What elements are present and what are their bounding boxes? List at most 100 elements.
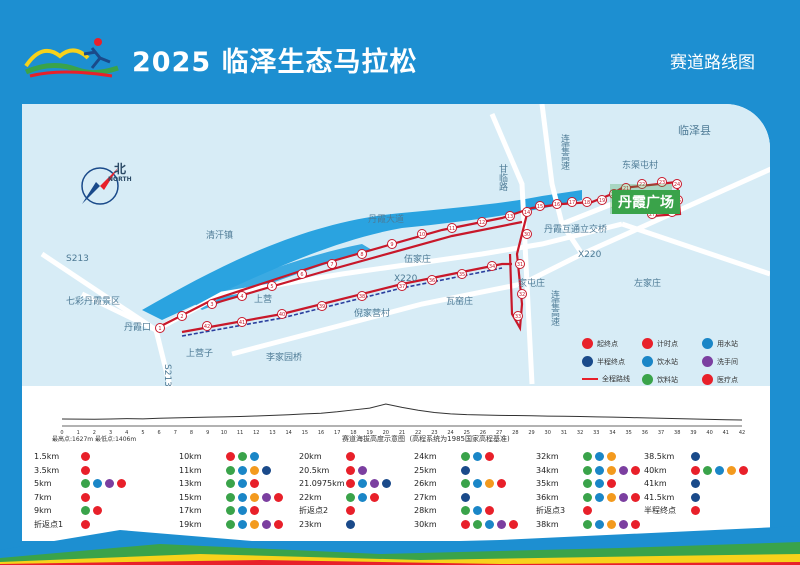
water-station-icon: [238, 506, 247, 516]
beverage-icon: [461, 479, 470, 489]
checkpoint-marker: [552, 199, 562, 209]
legend-label: 计时点: [657, 339, 678, 348]
page-subtitle: 赛道路线图: [670, 53, 755, 73]
station-row: 13km: [179, 477, 299, 491]
km-tick-label: 9: [206, 430, 209, 436]
checkpoint-marker: [427, 275, 437, 285]
timing-icon: [346, 506, 355, 516]
medical-icon: [274, 492, 283, 502]
elevation-profile: 0 1 2 3 4 5 6 7 8 9 10 11 12 13 14 15 16 17 18 19 20 21 22 23 24…: [60, 403, 745, 436]
checkpoint-label: 35: [459, 272, 465, 278]
checkpoint-marker: [237, 291, 247, 301]
station-km: 40km: [644, 465, 667, 475]
food-icon: [607, 465, 616, 475]
checkpoint-label: 9: [390, 242, 393, 248]
medical-icon: [739, 465, 748, 475]
water-station-icon: [595, 519, 604, 529]
checkpoint-label: 39: [319, 304, 325, 310]
checkpoint-marker: [505, 211, 515, 221]
beverage-icon: [583, 452, 592, 462]
elevation-title: 赛道海拔高度示意图 (高程系统为1985国家高程基准): [342, 435, 510, 443]
checkpoint-marker: [155, 323, 165, 333]
km-tick-label: 27: [496, 430, 502, 436]
beverage-icon: [703, 465, 712, 475]
station-row: 24km: [414, 450, 534, 464]
legend-item: 全程路线: [582, 374, 630, 384]
station-km: 3.5km: [34, 465, 60, 475]
medical-icon: [485, 506, 494, 516]
legend-label: 饮料站: [657, 375, 678, 384]
checkpoint-label: 16: [554, 202, 560, 208]
checkpoint-label: 10: [419, 232, 425, 238]
timing-icon: [346, 452, 355, 462]
water-station-icon: [595, 465, 604, 475]
checkpoint-marker: [657, 177, 667, 187]
label-ganqu: 甘临路: [497, 164, 507, 191]
marathon-logo: [24, 38, 119, 78]
medical-icon: [81, 452, 90, 462]
km-tick-label: 42: [739, 430, 745, 436]
spray-icon: [262, 465, 271, 475]
food-icon: [250, 519, 259, 529]
station-km: 9km: [34, 506, 52, 516]
checkpoint-label: 38: [359, 294, 365, 300]
checkpoint-label: 11: [449, 226, 455, 232]
km-tick-label: 28: [512, 430, 518, 436]
beverage-icon: [226, 519, 235, 529]
label-shangyingzi: 上营子: [186, 349, 214, 359]
station-row: 9km: [34, 504, 154, 518]
beverage-icon: [226, 506, 235, 516]
spray-icon: [691, 479, 700, 489]
water-station-icon: [238, 519, 247, 529]
checkpoint-marker: [297, 269, 307, 279]
station-row: 10km: [179, 450, 299, 464]
station-row: 26km: [414, 477, 534, 491]
legend-item: 起终点: [582, 338, 618, 349]
checkpoint-marker: [202, 321, 212, 331]
km-tick-label: 18: [350, 430, 356, 436]
checkpoint-label: 24: [674, 182, 680, 188]
beverage-icon: [81, 479, 90, 489]
km-tick-label: 39: [690, 430, 696, 436]
station-km: 21.0975km: [299, 479, 345, 489]
toilet-icon: [497, 519, 506, 529]
legend-label: 医疗点: [717, 375, 738, 384]
route-map[interactable]: 1234567891011121314151617181920212223242…: [22, 104, 770, 403]
station-km: 11km: [179, 465, 202, 475]
station-km: 36km: [536, 492, 559, 502]
station-column: 20km 20.5km 21.0975km 22km 折返点2 23km: [299, 450, 419, 531]
km-tick-label: 21: [399, 430, 405, 436]
km-tick-label: 13: [269, 430, 275, 436]
timing-icon: [226, 452, 235, 462]
station-km: 折返点2: [299, 506, 329, 516]
toilet-icon: [105, 479, 114, 489]
station-km: 15km: [179, 492, 202, 502]
food-icon: [485, 479, 494, 489]
checkpoint-marker: [357, 249, 367, 259]
checkpoint-label: 34: [489, 264, 495, 270]
beverage-icon: [583, 479, 592, 489]
checkpoint-label: 18: [584, 200, 590, 206]
station-row: 20km: [299, 450, 419, 464]
route-panel: 1234567891011121314151617181920212223242…: [22, 104, 770, 541]
timing-icon: [691, 506, 700, 516]
station-km: 25km: [414, 465, 437, 475]
elevation-line: [61, 403, 743, 421]
station-row: 25km: [414, 464, 534, 478]
water-station-icon: [358, 479, 367, 489]
checkpoint-marker: [277, 309, 287, 319]
station-column: 1.5km 3.5km 5km 7km 9km 折返点1: [34, 450, 154, 531]
label-wujiazhuang: 伍家庄: [404, 255, 432, 265]
label-nigong: 倪家营村: [354, 309, 391, 319]
checkpoint-marker: [207, 299, 217, 309]
checkpoint-label: 23: [659, 180, 665, 186]
checkpoint-marker: [522, 207, 532, 217]
checkpoint-label: 4: [240, 294, 243, 300]
checkpoint-marker: [515, 259, 525, 269]
checkpoint-label: 42: [204, 324, 210, 330]
label-lianhuo: 连霍高速: [559, 134, 569, 170]
checkpoint-marker: [317, 301, 327, 311]
roads: [40, 104, 770, 386]
checkpoint-marker: [487, 261, 497, 271]
beverage-icon: [461, 506, 470, 516]
